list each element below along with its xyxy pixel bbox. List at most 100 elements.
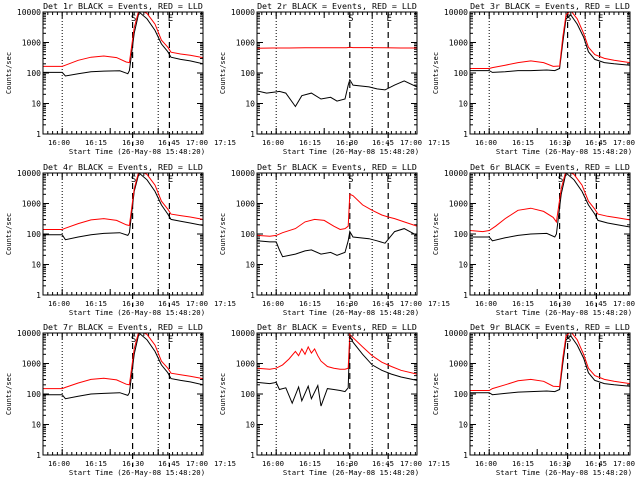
x-tick-label: 16:45 — [585, 138, 607, 147]
marker-label-s: S — [566, 14, 571, 24]
y-tick-label: 100 — [27, 230, 42, 239]
x-axis-label: Start Time (26-May-08 15:48:20) — [496, 147, 632, 156]
y-axis-label: Counts/sec — [432, 373, 440, 415]
x-axis-label: Start Time (26-May-08 15:48:20) — [283, 308, 419, 317]
x-tick-label: 17:00 — [400, 459, 422, 468]
x-tick-label: 16:30 — [549, 138, 571, 147]
y-tick-label: 1000 — [22, 200, 41, 209]
x-tick-label: 16:00 — [262, 138, 284, 147]
y-tick-label: 10 — [458, 100, 468, 109]
y-tick-label: 10 — [458, 421, 468, 430]
x-tick-label: 16:00 — [475, 138, 497, 147]
y-axis-label: Counts/sec — [219, 373, 227, 415]
y-tick-label: 1 — [463, 291, 468, 300]
x-axis-label: Start Time (26-May-08 15:48:20) — [496, 308, 632, 317]
panel-title: Det 5r BLACK = Events, RED = LLD — [257, 162, 417, 172]
y-axis-label: Counts/sec — [5, 52, 13, 94]
y-tick-label: 1 — [463, 130, 468, 139]
x-tick-label: 17:00 — [186, 459, 208, 468]
y-tick-label: 10 — [245, 421, 255, 430]
y-tick-label: 1000 — [449, 39, 468, 48]
panel-title: Det 1r BLACK = Events, RED = LLD — [43, 1, 203, 11]
x-tick-label: 16:00 — [475, 299, 497, 308]
x-tick-label: 17:00 — [613, 138, 635, 147]
x-tick-label: 16:00 — [475, 459, 497, 468]
x-tick-label: 16:00 — [262, 299, 284, 308]
y-tick-label: 100 — [454, 390, 469, 399]
y-tick-label: 10000 — [444, 8, 468, 17]
x-tick-label: 16:15 — [299, 459, 321, 468]
x-tick-label: 17:15 — [214, 299, 236, 308]
x-tick-label: 17:00 — [400, 299, 422, 308]
marker-label-e: E — [386, 335, 391, 345]
marker-label-s: S — [131, 14, 136, 24]
x-tick-label: 16:30 — [336, 299, 358, 308]
plot-frame — [469, 11, 631, 135]
events-series-line — [257, 228, 417, 258]
y-axis-label: Counts/sec — [432, 52, 440, 94]
plot-frame — [256, 11, 418, 135]
y-tick-label: 100 — [454, 69, 469, 78]
x-tick-label: 17:15 — [214, 138, 236, 147]
y-tick-label: 100 — [241, 390, 256, 399]
y-axis-label: Counts/sec — [5, 213, 13, 255]
lld-series-line — [470, 333, 630, 391]
y-tick-label: 10000 — [231, 8, 255, 17]
y-axis-label: Counts/sec — [432, 213, 440, 255]
lld-series-line — [257, 193, 417, 237]
y-tick-label: 1000 — [236, 200, 255, 209]
events-series-line — [470, 335, 630, 396]
x-tick-label: 16:15 — [512, 299, 534, 308]
panel-det-8: Det 8r BLACK = Events, RED = LLD 1 10 100 10… — [219, 322, 450, 477]
events-series-line — [43, 12, 203, 77]
x-axis-label: Start Time (26-May-08 15:48:20) — [283, 468, 419, 477]
panel-det-2: Det 2r BLACK = Events, RED = LLD 1 10 100 10… — [219, 1, 450, 156]
x-tick-label: 17:00 — [186, 299, 208, 308]
marker-label-s: S — [558, 175, 563, 185]
marker-label-e: E — [386, 14, 391, 24]
plot-frame — [42, 172, 204, 296]
events-series-line — [257, 334, 417, 407]
y-tick-label: 1 — [36, 130, 41, 139]
plot-frame — [256, 332, 418, 456]
x-axis-label: Start Time (26-May-08 15:48:20) — [69, 308, 205, 317]
y-tick-label: 10 — [31, 100, 41, 109]
x-tick-label: 17:00 — [186, 138, 208, 147]
x-tick-label: 16:30 — [549, 459, 571, 468]
y-tick-label: 10 — [31, 261, 41, 270]
plot-frame — [469, 332, 631, 456]
y-tick-label: 1 — [36, 451, 41, 460]
events-series-line — [43, 173, 203, 241]
marker-label-e: E — [598, 14, 603, 24]
x-tick-label: 17:15 — [428, 138, 450, 147]
x-axis-label: Start Time (26-May-08 15:48:20) — [496, 468, 632, 477]
panel-det-6: Det 6r BLACK = Events, RED = LLD 1 10 100 10… — [432, 162, 635, 317]
x-tick-label: 16:45 — [372, 299, 394, 308]
y-tick-label: 1 — [250, 451, 255, 460]
y-tick-label: 10000 — [17, 169, 41, 178]
panel-det-4: Det 4r BLACK = Events, RED = LLD 1 10 100 10… — [5, 162, 236, 317]
y-tick-label: 10 — [245, 100, 255, 109]
y-tick-label: 10000 — [231, 329, 255, 338]
y-tick-label: 10000 — [444, 329, 468, 338]
panel-det-3: Det 3r BLACK = Events, RED = LLD 1 10 100 10… — [432, 1, 635, 156]
y-tick-label: 10000 — [231, 169, 255, 178]
x-tick-label: 17:15 — [214, 459, 236, 468]
panel-det-7: Det 7r BLACK = Events, RED = LLD 1 10 100 10… — [5, 322, 236, 477]
marker-label-s: S — [131, 175, 136, 185]
x-tick-label: 17:15 — [428, 299, 450, 308]
x-tick-label: 16:45 — [372, 459, 394, 468]
lld-series-line — [470, 12, 630, 69]
x-tick-label: 16:00 — [48, 299, 70, 308]
y-tick-label: 10 — [458, 261, 468, 270]
x-tick-label: 17:00 — [613, 299, 635, 308]
plot-frame — [42, 332, 204, 456]
x-tick-label: 16:15 — [85, 138, 107, 147]
panel-det-9: Det 9r BLACK = Events, RED = LLD 1 10 100 10… — [432, 322, 635, 477]
x-tick-label: 16:45 — [585, 459, 607, 468]
y-axis-label: Counts/sec — [219, 52, 227, 94]
marker-label-e: E — [598, 335, 603, 345]
marker-label-e: E — [168, 335, 173, 345]
y-tick-label: 10 — [245, 261, 255, 270]
